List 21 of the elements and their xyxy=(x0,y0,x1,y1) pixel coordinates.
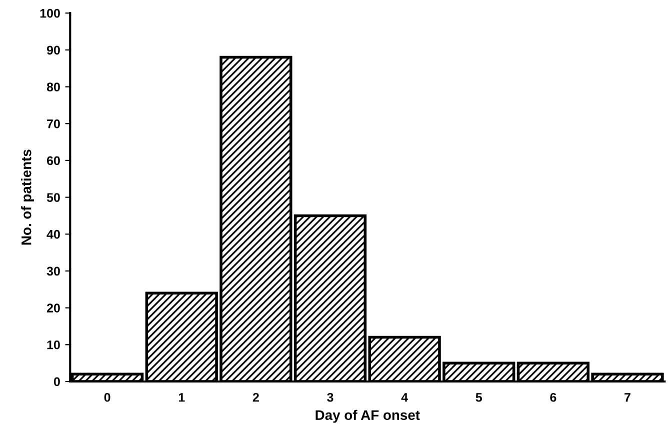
x-tick-label: 7 xyxy=(624,393,630,402)
y-tick-label: 0 xyxy=(54,377,60,386)
y-tick-label: 40 xyxy=(46,230,60,239)
x-axis-title: Day of AF onset xyxy=(316,410,420,423)
x-tick-label: 2 xyxy=(252,392,259,402)
x-tick-label: 6 xyxy=(550,392,556,402)
y-tick-label: 50 xyxy=(46,193,60,202)
x-tick-label: 4 xyxy=(401,393,408,402)
y-tick-label: 100 xyxy=(40,8,60,18)
y-tick-label: 60 xyxy=(46,156,60,166)
y-axis-title: No. of patients xyxy=(21,150,34,245)
y-tick-label: 90 xyxy=(46,46,60,55)
y-tick-label: 80 xyxy=(46,82,60,92)
x-tick-label: 5 xyxy=(476,393,482,402)
x-tick-label: 0 xyxy=(104,392,110,402)
y-tick-label: 70 xyxy=(47,119,60,128)
x-tick-label: 3 xyxy=(327,392,334,402)
y-tick-label: 20 xyxy=(46,304,60,312)
y-tick-label: 10 xyxy=(47,340,60,350)
x-tick-label: 1 xyxy=(178,393,185,402)
y-tick-label: 30 xyxy=(46,266,60,276)
